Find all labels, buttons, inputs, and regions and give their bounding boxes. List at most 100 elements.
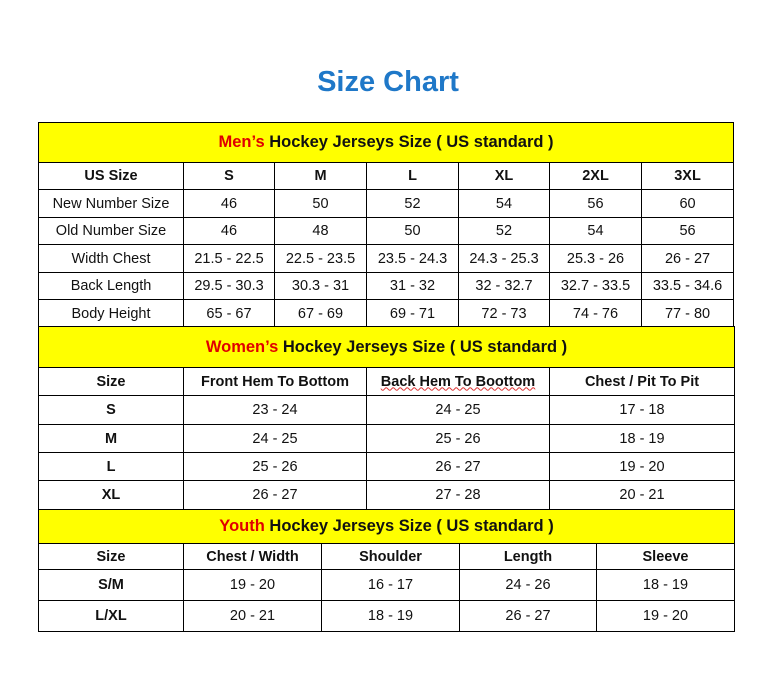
- header-cell: US Size: [38, 162, 184, 190]
- table-cell: 48: [274, 217, 367, 245]
- youth-heading-text: Hockey Jerseys Size ( US standard ): [264, 517, 554, 535]
- column-header: S: [224, 168, 234, 184]
- table-cell: 25 - 26: [183, 452, 367, 481]
- row-label: Width Chest: [38, 244, 184, 273]
- header-cell: Front Hem To Bottom: [183, 367, 367, 396]
- table-cell: 20 - 21: [548, 480, 736, 510]
- row-label: S/M: [38, 569, 184, 601]
- youth-section-heading: Youth Hockey Jerseys Size ( US standard …: [37, 509, 736, 544]
- table-row: L/XL 20 - 21 18 - 19 26 - 27 19 - 20: [38, 600, 736, 632]
- table-cell: 26 - 27: [183, 480, 367, 510]
- table-cell: 22.5 - 23.5: [274, 244, 367, 273]
- womens-section-heading: Women’s Hockey Jerseys Size ( US standar…: [37, 326, 736, 368]
- table-cell: 50: [366, 217, 459, 245]
- table-cell: 60: [640, 189, 735, 218]
- table-cell: 26 - 27: [366, 452, 550, 481]
- header-cell: 2XL: [549, 162, 642, 190]
- column-header: Length: [503, 548, 553, 565]
- header-cell: Chest / Pit To Pit: [548, 367, 736, 396]
- table-row: Back Length 29.5 - 30.3 30.3 - 31 31 - 32 32…: [38, 272, 735, 300]
- table-cell: 74 - 76: [549, 299, 642, 328]
- header-row: Size Front Hem To Bottom Back Hem To Boott…: [38, 367, 736, 396]
- table-cell: 18 - 19: [548, 424, 736, 453]
- row-label: Body Height: [38, 299, 184, 328]
- table-cell: 29.5 - 30.3: [183, 272, 275, 300]
- header-cell: Shoulder: [321, 543, 460, 570]
- table-cell: 32 - 32.7: [458, 272, 550, 300]
- table-cell: 24.3 - 25.3: [458, 244, 550, 273]
- womens-size-table: Women’s Hockey Jerseys Size ( US standar…: [37, 326, 736, 510]
- mens-heading-text: Hockey Jerseys Size ( US standard ): [264, 133, 554, 151]
- table-cell: 50: [274, 189, 367, 218]
- table-cell: 72 - 73: [458, 299, 550, 328]
- column-header: Front Hem To Bottom: [201, 373, 349, 390]
- table-cell: 17 - 18: [548, 395, 736, 425]
- column-header: Back Hem To Boottom: [380, 373, 536, 390]
- table-cell: 52: [366, 189, 459, 218]
- row-label: New Number Size: [38, 189, 184, 218]
- table-cell: 77 - 80: [640, 299, 735, 328]
- table-row: S/M 19 - 20 16 - 17 24 - 26 18 - 19: [38, 569, 736, 601]
- table-cell: 16 - 17: [321, 569, 460, 601]
- table-cell: 67 - 69: [274, 299, 367, 328]
- womens-heading-text: Hockey Jerseys Size ( US standard ): [278, 337, 568, 356]
- table-cell: 46: [183, 189, 275, 218]
- header-cell: Size: [38, 367, 184, 396]
- table-cell: 21.5 - 22.5: [183, 244, 275, 273]
- column-header: Shoulder: [359, 548, 422, 565]
- row-label: XL: [38, 480, 184, 510]
- table-cell: 19 - 20: [183, 569, 322, 601]
- table-cell: 31 - 32: [366, 272, 459, 300]
- column-header: Size: [96, 373, 126, 390]
- youth-size-table: Youth Hockey Jerseys Size ( US standard …: [37, 509, 736, 632]
- header-row: US Size S M L XL 2XL 3XL: [38, 162, 735, 190]
- row-label: L: [38, 452, 184, 481]
- column-header: Chest / Width: [206, 548, 299, 565]
- table-row: S 23 - 24 24 - 25 17 - 18: [38, 395, 736, 425]
- mens-size-table: Men’s Hockey Jerseys Size ( US standard …: [37, 122, 735, 328]
- column-header: 3XL: [674, 168, 701, 184]
- table-row: Old Number Size 46 48 50 52 54 56: [38, 217, 735, 245]
- table-cell: 25.3 - 26: [549, 244, 642, 273]
- mens-highlight: Men’s: [218, 133, 265, 151]
- table-cell: 69 - 71: [366, 299, 459, 328]
- column-header: 2XL: [582, 168, 609, 184]
- column-header: US Size: [84, 168, 138, 184]
- table-cell: 56: [640, 217, 735, 245]
- table-cell: 24 - 25: [366, 395, 550, 425]
- table-cell: 33.5 - 34.6: [640, 272, 735, 300]
- table-cell: 19 - 20: [595, 600, 736, 632]
- header-cell: Chest / Width: [183, 543, 322, 570]
- table-cell: 25 - 26: [366, 424, 550, 453]
- column-header: Chest / Pit To Pit: [584, 373, 700, 390]
- header-cell: Back Hem To Boottom: [366, 367, 550, 396]
- column-header: XL: [494, 168, 514, 184]
- table-cell: 18 - 19: [595, 569, 736, 601]
- table-cell: 24 - 25: [183, 424, 367, 453]
- header-cell: 3XL: [640, 162, 735, 190]
- table-cell: 19 - 20: [548, 452, 736, 481]
- table-cell: 26 - 27: [640, 244, 735, 273]
- table-cell: 27 - 28: [366, 480, 550, 510]
- row-label: L/XL: [38, 600, 184, 632]
- table-cell: 30.3 - 31: [274, 272, 367, 300]
- table-row: M 24 - 25 25 - 26 18 - 19: [38, 424, 736, 453]
- page-title: Size Chart: [317, 66, 459, 98]
- column-header: Size: [96, 548, 126, 565]
- table-cell: 46: [183, 217, 275, 245]
- table-row: L 25 - 26 26 - 27 19 - 20: [38, 452, 736, 481]
- table-cell: 32.7 - 33.5: [549, 272, 642, 300]
- column-header: M: [314, 168, 327, 184]
- table-cell: 23.5 - 24.3: [366, 244, 459, 273]
- header-cell: M: [274, 162, 367, 190]
- header-cell: S: [183, 162, 275, 190]
- table-row: Width Chest 21.5 - 22.5 22.5 - 23.5 23.5 - …: [38, 244, 735, 273]
- mens-section-heading: Men’s Hockey Jerseys Size ( US standard …: [37, 122, 735, 163]
- row-label: M: [38, 424, 184, 453]
- header-cell: Size: [38, 543, 184, 570]
- header-cell: Length: [459, 543, 597, 570]
- column-header: L: [408, 168, 417, 184]
- table-cell: 26 - 27: [459, 600, 597, 632]
- table-row: Body Height 65 - 67 67 - 69 69 - 71 72 - 73 7…: [38, 299, 735, 328]
- table-cell: 18 - 19: [321, 600, 460, 632]
